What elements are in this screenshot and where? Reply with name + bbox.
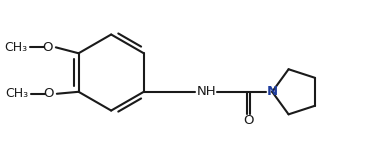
Text: O: O xyxy=(44,87,54,100)
Text: NH: NH xyxy=(197,85,217,98)
Text: CH₃: CH₃ xyxy=(4,41,27,54)
Text: N: N xyxy=(267,85,278,98)
Text: CH₃: CH₃ xyxy=(5,87,28,100)
Text: O: O xyxy=(243,114,254,127)
Text: O: O xyxy=(43,41,53,54)
